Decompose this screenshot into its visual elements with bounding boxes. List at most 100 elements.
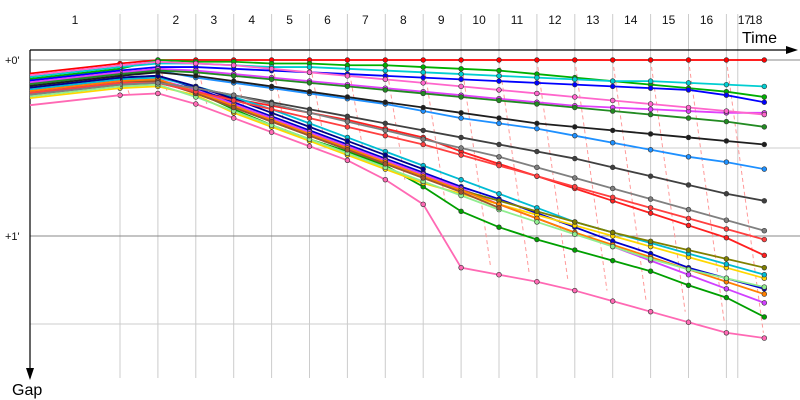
driver-series — [117, 69, 767, 148]
data-point — [647, 78, 654, 84]
data-point — [685, 154, 692, 160]
data-point — [723, 159, 730, 165]
data-point — [382, 127, 388, 134]
data-point — [723, 275, 730, 281]
data-point — [761, 300, 767, 306]
data-point — [496, 57, 502, 63]
data-point — [268, 66, 275, 72]
data-point — [761, 291, 767, 297]
data-point — [647, 238, 654, 244]
data-point — [344, 57, 351, 63]
data-point — [344, 83, 351, 90]
lap-connector — [536, 59, 569, 282]
data-point — [458, 176, 464, 183]
data-point — [458, 134, 464, 141]
data-point — [723, 57, 730, 63]
data-point — [647, 205, 654, 211]
data-point — [647, 256, 654, 262]
x-tick-label: 4 — [248, 13, 255, 27]
data-point — [761, 198, 767, 204]
series-line — [119, 69, 765, 171]
data-point — [306, 69, 313, 76]
driver-series — [117, 90, 767, 341]
data-point — [572, 231, 578, 237]
data-point — [534, 236, 540, 243]
series-lead-in — [29, 78, 121, 91]
lap-connector — [725, 59, 764, 333]
data-point — [231, 97, 237, 104]
data-point — [685, 134, 692, 141]
x-tick-label: 14 — [624, 13, 638, 27]
x-tick-label: 13 — [586, 13, 600, 27]
data-point — [609, 164, 616, 171]
series-layer — [29, 57, 767, 341]
data-point — [761, 57, 767, 63]
data-point — [647, 268, 654, 274]
data-point — [344, 124, 351, 130]
data-point — [761, 166, 767, 172]
data-point — [193, 73, 199, 79]
series-lead-in — [29, 73, 121, 85]
data-point — [458, 264, 464, 271]
data-point — [685, 272, 692, 278]
data-point — [685, 215, 692, 222]
data-point — [647, 106, 654, 112]
data-point — [723, 92, 730, 98]
data-point — [723, 226, 730, 232]
data-point — [155, 59, 161, 65]
data-point — [420, 90, 426, 97]
x-tick-label: 6 — [324, 13, 331, 27]
data-point — [609, 298, 616, 304]
data-point — [647, 147, 654, 153]
data-point — [496, 115, 502, 121]
data-point — [609, 78, 616, 84]
data-point — [723, 286, 730, 292]
data-point — [382, 62, 388, 68]
x-tick-label: 15 — [662, 13, 676, 27]
data-point — [723, 294, 730, 301]
data-point — [344, 147, 351, 153]
lap-connector — [384, 59, 406, 180]
data-point — [761, 124, 767, 130]
data-point — [458, 71, 464, 77]
data-point — [306, 143, 313, 149]
data-point — [155, 69, 161, 76]
x-tick-label: 1 — [72, 13, 79, 27]
data-point — [723, 261, 730, 267]
data-point — [496, 205, 502, 211]
data-point — [496, 191, 502, 197]
data-point — [231, 78, 237, 84]
data-point — [534, 164, 540, 171]
data-point — [761, 111, 767, 118]
data-point — [723, 138, 730, 144]
series-lead-in — [29, 94, 121, 107]
data-point — [761, 99, 767, 105]
driver-series — [117, 67, 767, 130]
data-point — [609, 194, 616, 200]
y-tick-label: +0' — [5, 55, 20, 67]
driver-series — [117, 67, 767, 172]
series-line — [119, 76, 765, 276]
x-axis-title: Time — [742, 30, 777, 47]
data-point — [382, 176, 388, 183]
series-lead-in — [29, 62, 121, 75]
data-point — [761, 284, 767, 290]
data-point — [420, 74, 426, 81]
data-point — [685, 206, 692, 213]
x-tick-label: 2 — [173, 13, 180, 27]
data-point — [647, 85, 654, 91]
data-point — [534, 101, 540, 107]
data-point — [685, 319, 692, 325]
data-point — [647, 196, 654, 202]
series-lead-in — [29, 83, 121, 96]
data-point — [761, 83, 767, 90]
data-point — [647, 57, 654, 63]
data-point — [534, 208, 540, 215]
data-point — [534, 74, 540, 81]
data-point — [609, 127, 616, 134]
data-point — [420, 80, 426, 86]
data-point — [572, 104, 578, 111]
series-line — [120, 81, 765, 241]
series-line — [119, 78, 765, 295]
data-point — [420, 141, 426, 148]
